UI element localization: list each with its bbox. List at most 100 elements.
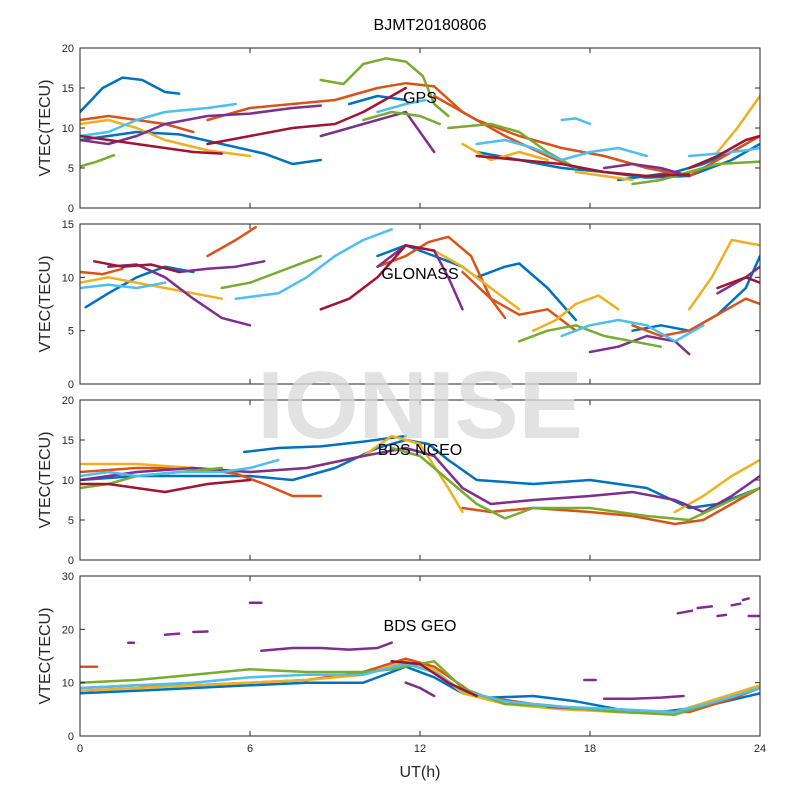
series-group (80, 434, 760, 526)
x-tick-label: 24 (754, 743, 766, 755)
series-line-14 (676, 609, 694, 615)
series-line-16 (716, 613, 728, 618)
y-tick-label: 15 (62, 83, 74, 95)
series-line-21 (80, 102, 238, 138)
series-line-8 (432, 94, 760, 178)
y-tick-label: 10 (62, 678, 74, 690)
series-line-10 (404, 681, 436, 698)
series-line-15 (696, 605, 714, 610)
series-line-20 (517, 324, 663, 348)
series-line-17 (730, 602, 742, 607)
series-line-20 (80, 660, 760, 716)
series-line-26 (716, 276, 760, 290)
series-line-10 (80, 458, 280, 478)
series-line-10 (461, 142, 549, 162)
series-line-12 (716, 94, 760, 154)
series-line-2 (243, 434, 408, 454)
series-line-1 (80, 76, 181, 114)
y-tick-label: 10 (62, 272, 74, 284)
plot-area (80, 400, 760, 560)
series-line-28 (475, 154, 691, 178)
series-line-22 (390, 660, 478, 698)
y-tick-label: 0 (68, 203, 74, 215)
series-line-19 (220, 254, 323, 290)
x-tick-label: 6 (247, 743, 253, 755)
series-line-11 (574, 170, 634, 182)
series-line-3 (80, 466, 323, 498)
panel-title: BDS NGEO (378, 442, 462, 459)
y-tick-label: 0 (68, 731, 74, 743)
series-line-9 (260, 641, 393, 652)
y-tick-label: 20 (62, 43, 74, 55)
series-line-4 (461, 486, 760, 526)
y-tick-label: 30 (62, 571, 74, 583)
figure-title: BJMT20180806 (374, 17, 487, 34)
y-tick-label: 5 (68, 515, 74, 527)
series-line-15 (177, 260, 266, 274)
series-line-5 (80, 267, 124, 276)
y-axis-label: VTEC(TECU) (37, 80, 54, 177)
plot-area (80, 576, 760, 736)
series-group (80, 597, 760, 716)
series-line-23 (560, 318, 705, 343)
y-tick-label: 20 (62, 395, 74, 407)
series-line-18 (362, 110, 442, 126)
series-group (80, 225, 760, 356)
panel-title: GPS (403, 90, 437, 107)
y-tick-label: 5 (68, 326, 74, 338)
series-line-24 (560, 117, 592, 126)
panel-1: 0 5 10 15 20 GPS VTEC(TECU) (37, 43, 761, 215)
series-line-25 (687, 146, 760, 158)
series-line-16 (80, 153, 116, 168)
series-line-7 (206, 81, 578, 170)
series-line-21 (80, 281, 167, 290)
y-tick-label: 15 (62, 219, 74, 231)
y-axis-label: VTEC(TECU) (37, 432, 54, 529)
series-line-25 (319, 244, 436, 311)
series-line-27 (206, 86, 408, 146)
series-line-11 (432, 249, 521, 311)
series-group (80, 57, 760, 186)
series-line-3 (475, 262, 578, 322)
y-axis-label: VTEC(TECU) (37, 608, 54, 705)
series-line-3 (347, 94, 408, 106)
series-line-9 (390, 446, 760, 522)
series-line-13 (80, 104, 323, 146)
series-line-2 (80, 130, 323, 166)
panel-2: 0 5 10 15 GLONASS VTEC(TECU) (37, 219, 761, 391)
series-line-22 (234, 228, 393, 300)
y-axis-label: VTEC(TECU) (37, 256, 54, 353)
series-line-26 (80, 134, 223, 155)
series-line-17 (319, 57, 450, 118)
series-line-17 (588, 334, 691, 356)
y-tick-label: 0 (68, 555, 74, 567)
panel-title: BDS GEO (384, 618, 457, 635)
series-line-9 (80, 118, 252, 158)
panels: 0 5 10 15 20 GPS VTEC(TECU) 0 5 10 15 GLONASS VTEC(T… (37, 43, 766, 755)
panel-3: 0 5 10 15 20 BDS NGEO VTEC(TECU) (37, 395, 761, 567)
series-line-6 (206, 225, 257, 258)
y-tick-label: 15 (62, 435, 74, 447)
series-line-23 (475, 138, 648, 162)
y-tick-label: 10 (62, 123, 74, 135)
series-line-6 (673, 458, 760, 514)
y-tick-label: 20 (62, 624, 74, 636)
series-line-9 (631, 297, 760, 338)
series-line-29 (687, 134, 760, 170)
series-line-1 (80, 438, 760, 510)
series-line-20 (631, 160, 760, 186)
series-line-12 (532, 294, 620, 332)
series-line-15 (602, 162, 691, 178)
series-line-22 (376, 98, 427, 114)
panel-4: 0 10 20 30 0 6 12 18 24 BDS GEO VTEC(TECU) (37, 571, 766, 755)
x-tick-label: 12 (414, 743, 426, 755)
x-tick-label: 0 (77, 743, 83, 755)
series-line-13 (687, 238, 760, 311)
series-line-13 (602, 694, 685, 700)
series-line-7 (192, 630, 209, 634)
y-tick-label: 0 (68, 379, 74, 391)
watermark: IONISE (257, 352, 582, 459)
series-line-1 (84, 265, 195, 309)
series-line-18 (741, 597, 750, 602)
